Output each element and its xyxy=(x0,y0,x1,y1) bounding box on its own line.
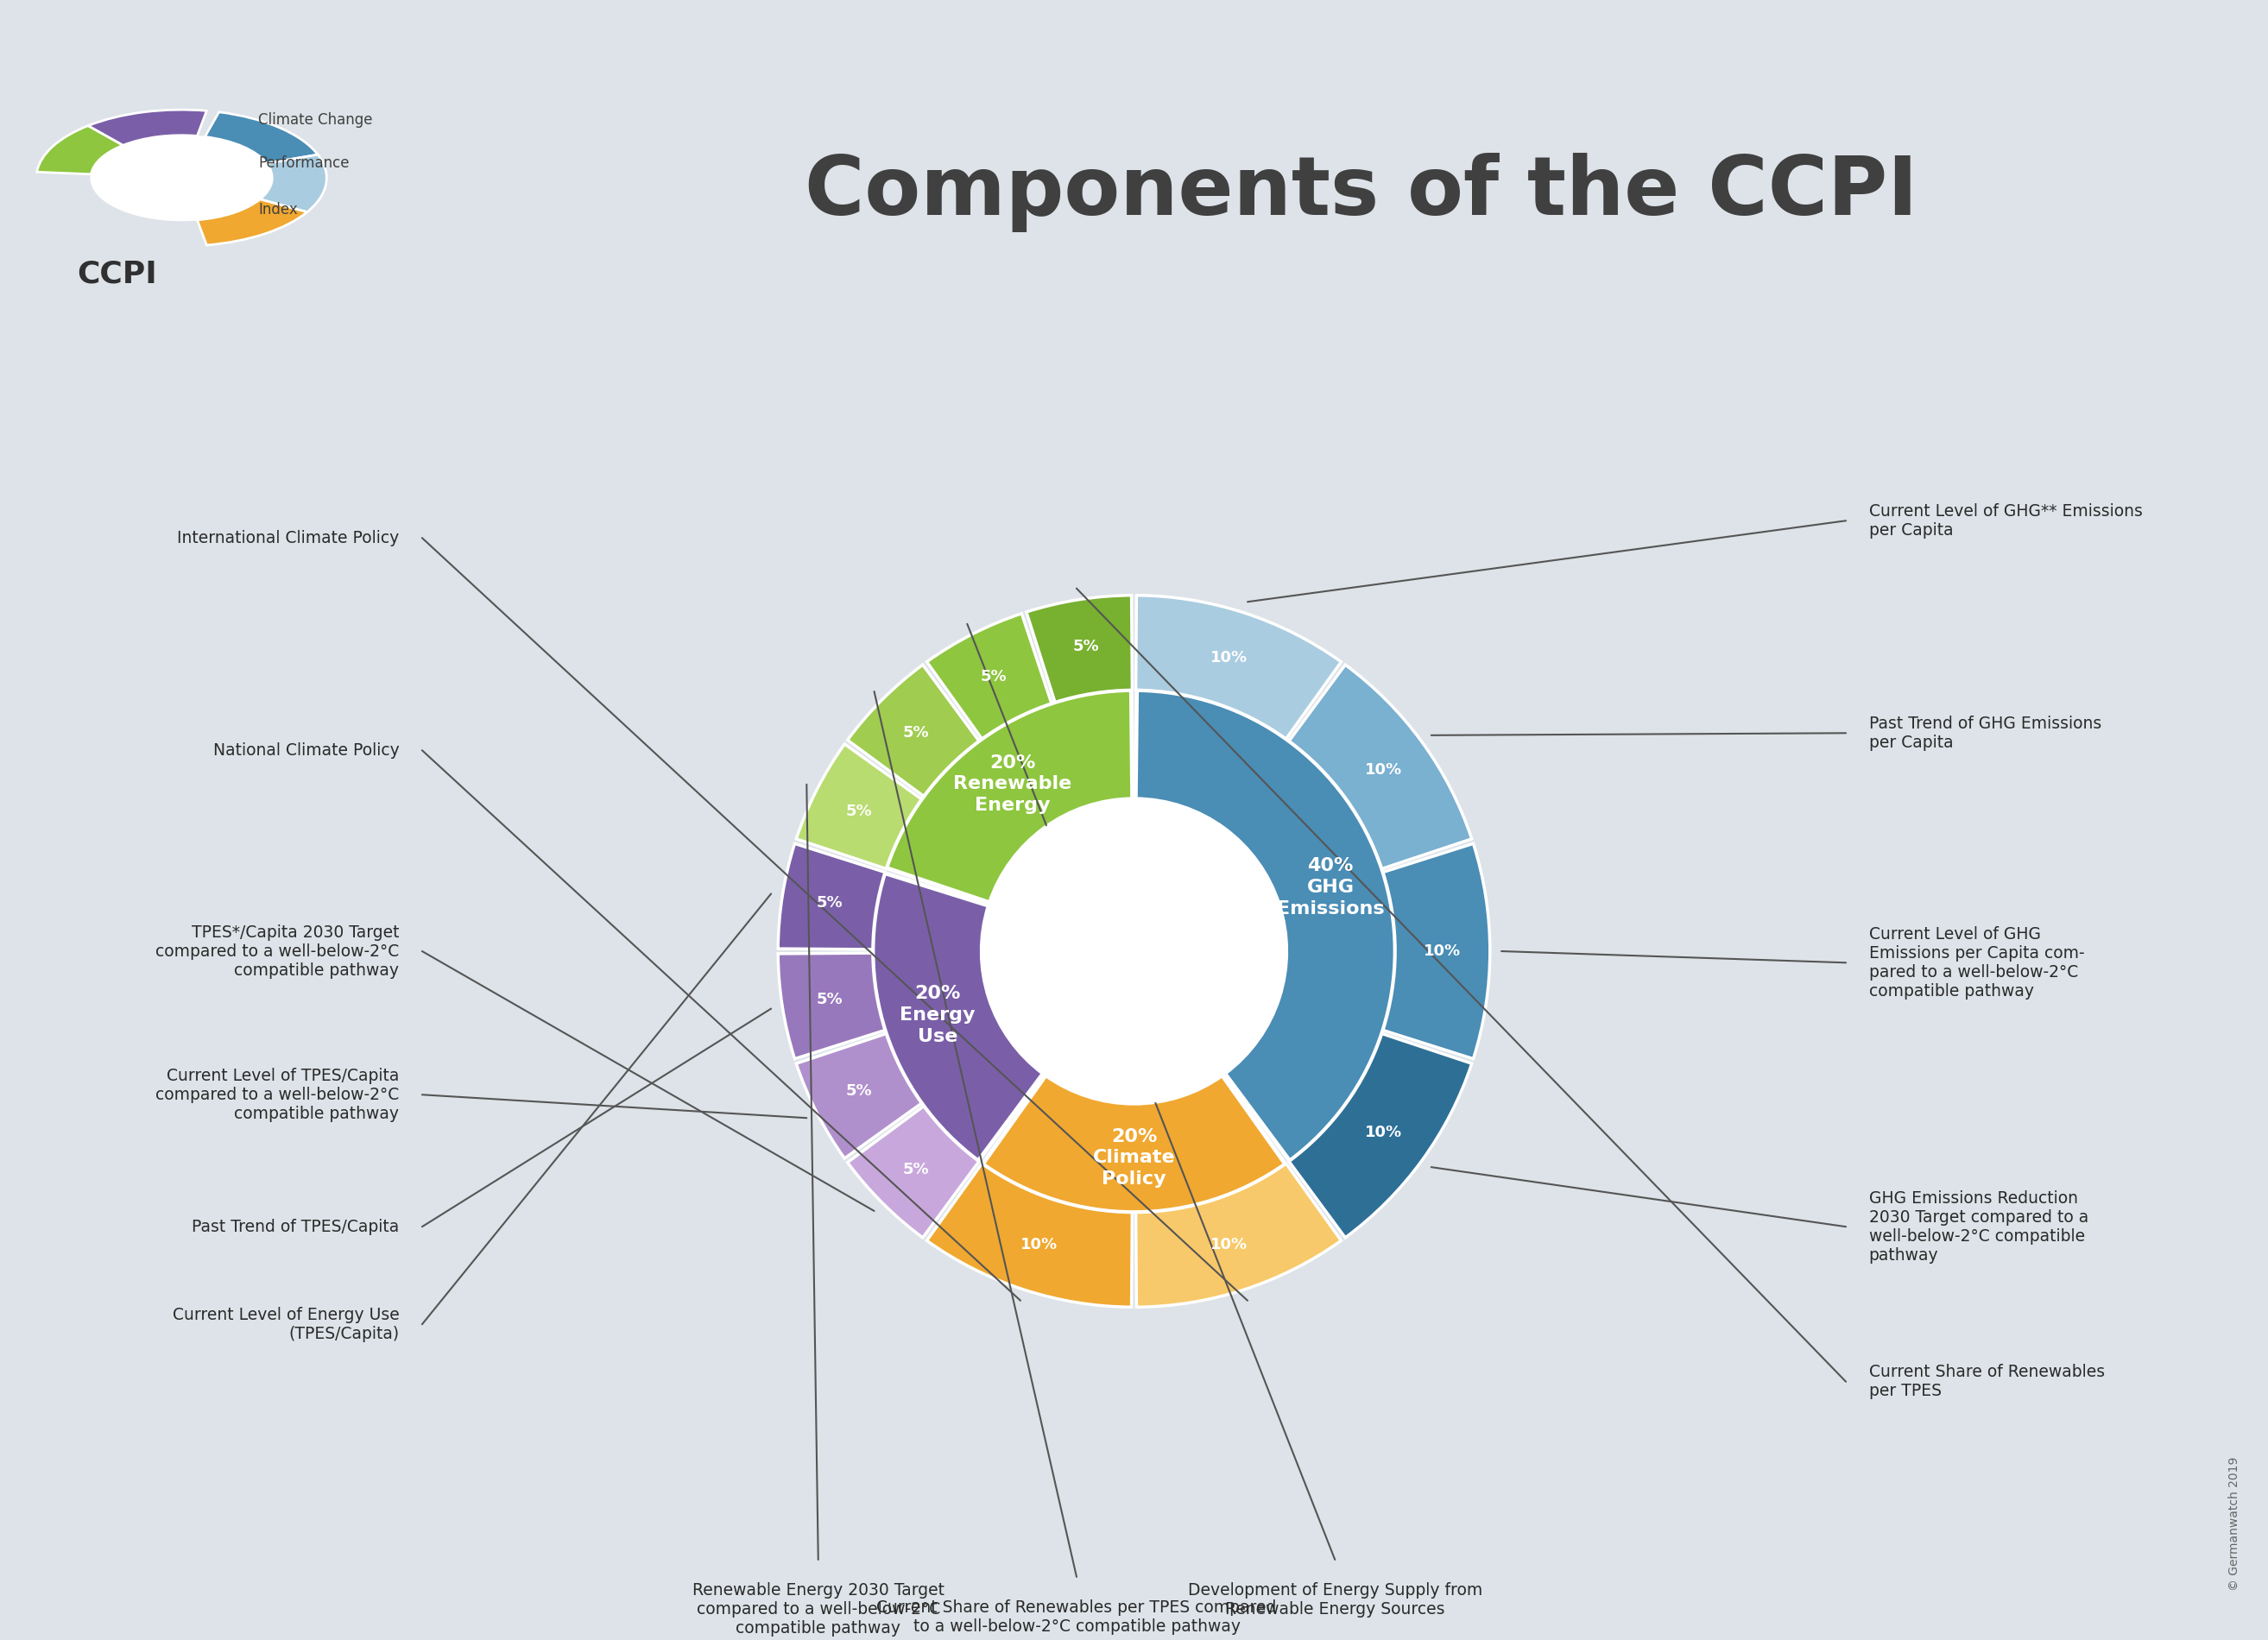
Circle shape xyxy=(91,136,272,221)
Text: Past Trend of TPES/Capita: Past Trend of TPES/Capita xyxy=(193,1219,399,1235)
Wedge shape xyxy=(1288,664,1472,869)
Wedge shape xyxy=(848,664,980,795)
Text: TPES*/Capita 2030 Target
compared to a well-below-2°C
compatible pathway: TPES*/Capita 2030 Target compared to a w… xyxy=(156,923,399,979)
Wedge shape xyxy=(1027,595,1132,702)
Text: GHG Emissions Reduction
2030 Target compared to a
well-below-2°C compatible
path: GHG Emissions Reduction 2030 Target comp… xyxy=(1869,1191,2089,1263)
Text: 5%: 5% xyxy=(980,669,1007,684)
Wedge shape xyxy=(873,872,1043,1161)
Text: Current Level of GHG** Emissions
per Capita: Current Level of GHG** Emissions per Cap… xyxy=(1869,503,2143,538)
Wedge shape xyxy=(796,745,921,869)
Text: Current Level of TPES/Capita
compared to a well-below-2°C
compatible pathway: Current Level of TPES/Capita compared to… xyxy=(156,1068,399,1122)
Wedge shape xyxy=(204,112,318,164)
Circle shape xyxy=(982,799,1286,1104)
Text: 5%: 5% xyxy=(903,1161,930,1178)
Text: Past Trend of GHG Emissions
per Capita: Past Trend of GHG Emissions per Capita xyxy=(1869,715,2102,751)
Text: Current Level of Energy Use
(TPES/Capita): Current Level of Energy Use (TPES/Capita… xyxy=(172,1307,399,1342)
Text: Renewable Energy 2030 Target
compared to a well-below-2°C
compatible pathway: Renewable Energy 2030 Target compared to… xyxy=(692,1583,943,1637)
Text: Index: Index xyxy=(259,202,297,218)
Text: © Germanwatch 2019: © Germanwatch 2019 xyxy=(2227,1456,2241,1591)
Text: 10%: 10% xyxy=(1365,1125,1402,1140)
Wedge shape xyxy=(88,110,206,146)
Text: 40%
GHG
Emissions: 40% GHG Emissions xyxy=(1277,858,1383,917)
Text: Current Share of Renewables per TPES compared
to a well-below-2°C compatible pat: Current Share of Renewables per TPES com… xyxy=(875,1599,1277,1635)
Wedge shape xyxy=(778,843,885,950)
Text: 5%: 5% xyxy=(846,1084,873,1099)
Wedge shape xyxy=(261,154,327,212)
Text: Performance: Performance xyxy=(259,156,349,171)
Wedge shape xyxy=(1136,1163,1340,1307)
Text: 20%
Renewable
Energy: 20% Renewable Energy xyxy=(953,754,1073,813)
Text: International Climate Policy: International Climate Policy xyxy=(177,530,399,546)
Text: 10%: 10% xyxy=(1211,649,1247,666)
Wedge shape xyxy=(848,1107,980,1238)
Text: 5%: 5% xyxy=(1073,638,1100,654)
Text: Current Share of Renewables
per TPES: Current Share of Renewables per TPES xyxy=(1869,1364,2105,1399)
Text: Current Level of GHG
Emissions per Capita com-
pared to a well-below-2°C
compati: Current Level of GHG Emissions per Capit… xyxy=(1869,927,2084,999)
Wedge shape xyxy=(1288,1033,1472,1238)
Text: 5%: 5% xyxy=(903,725,930,741)
Text: Components of the CCPI: Components of the CCPI xyxy=(805,153,1916,233)
Text: Development of Energy Supply from
Renewable Energy Sources: Development of Energy Supply from Renewa… xyxy=(1188,1583,1483,1619)
Text: 10%: 10% xyxy=(1365,763,1402,777)
Text: 10%: 10% xyxy=(1424,943,1461,959)
Wedge shape xyxy=(796,1033,921,1158)
Text: 20%
Climate
Policy: 20% Climate Policy xyxy=(1093,1128,1175,1187)
Text: 10%: 10% xyxy=(1211,1237,1247,1253)
Wedge shape xyxy=(1136,595,1340,740)
Text: 5%: 5% xyxy=(816,895,841,910)
Text: 5%: 5% xyxy=(846,804,873,818)
Text: 10%: 10% xyxy=(1021,1237,1057,1253)
Wedge shape xyxy=(928,613,1052,740)
Wedge shape xyxy=(928,1163,1132,1307)
Wedge shape xyxy=(982,1076,1286,1212)
Text: 5%: 5% xyxy=(816,992,841,1007)
Wedge shape xyxy=(197,198,306,244)
Text: 20%
Energy
Use: 20% Energy Use xyxy=(900,986,975,1045)
Text: National Climate Policy: National Climate Policy xyxy=(213,741,399,758)
Text: CCPI: CCPI xyxy=(77,259,156,289)
Wedge shape xyxy=(887,690,1132,902)
Wedge shape xyxy=(1136,690,1395,1161)
Wedge shape xyxy=(1383,843,1490,1059)
Wedge shape xyxy=(36,126,122,174)
Wedge shape xyxy=(778,953,885,1059)
Text: Climate Change: Climate Change xyxy=(259,113,372,128)
